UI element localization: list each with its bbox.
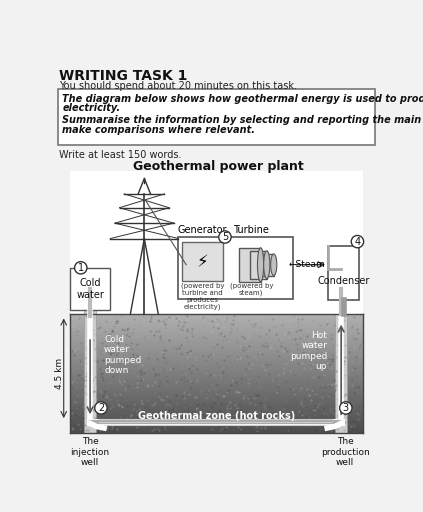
- Bar: [70, 421, 363, 423]
- Ellipse shape: [258, 248, 264, 282]
- Bar: [70, 268, 110, 310]
- Bar: [70, 402, 363, 404]
- Bar: [70, 331, 363, 333]
- Circle shape: [95, 402, 107, 414]
- Text: 4.5 km: 4.5 km: [55, 358, 63, 389]
- Bar: [70, 324, 363, 326]
- Bar: [328, 246, 359, 300]
- Bar: [70, 380, 363, 383]
- Bar: [70, 385, 363, 388]
- Text: You should spend about 20 minutes on this task.: You should spend about 20 minutes on thi…: [59, 81, 297, 92]
- Text: electricity.: electricity.: [62, 103, 120, 113]
- Bar: [70, 414, 363, 416]
- Bar: [70, 397, 363, 399]
- Bar: [70, 319, 363, 321]
- Bar: [70, 171, 363, 314]
- Bar: [70, 407, 363, 409]
- Bar: [182, 242, 222, 281]
- Text: Geothermal power plant: Geothermal power plant: [132, 160, 303, 173]
- Bar: [70, 411, 363, 414]
- Text: The
production
well: The production well: [321, 437, 369, 467]
- Text: Write at least 150 words.: Write at least 150 words.: [59, 150, 181, 160]
- Bar: [70, 314, 363, 316]
- Bar: [70, 369, 363, 371]
- Bar: [70, 338, 363, 340]
- Bar: [70, 321, 363, 324]
- Bar: [70, 328, 363, 331]
- Text: 2: 2: [98, 403, 104, 413]
- Bar: [70, 376, 363, 378]
- Text: The
injection
well: The injection well: [71, 437, 110, 467]
- Ellipse shape: [271, 254, 277, 275]
- Bar: [70, 409, 363, 411]
- Text: 1: 1: [78, 263, 84, 273]
- Bar: [70, 326, 363, 328]
- Bar: [335, 314, 347, 433]
- Bar: [70, 373, 363, 376]
- Bar: [70, 357, 363, 359]
- Text: Cold
water
pumped
down: Cold water pumped down: [104, 335, 141, 375]
- Circle shape: [219, 231, 231, 243]
- Bar: [70, 383, 363, 385]
- Bar: [70, 416, 363, 418]
- Text: ←Steam: ←Steam: [288, 260, 325, 269]
- Bar: [70, 390, 363, 392]
- Text: Geothermal zone (hot rocks): Geothermal zone (hot rocks): [138, 411, 295, 421]
- Bar: [70, 371, 363, 373]
- Bar: [70, 430, 363, 433]
- Text: 4: 4: [354, 237, 360, 247]
- Circle shape: [74, 262, 87, 274]
- Bar: [70, 395, 363, 397]
- Text: ⚡: ⚡: [197, 252, 208, 271]
- Circle shape: [351, 236, 364, 248]
- Bar: [70, 316, 363, 319]
- Bar: [261, 254, 274, 275]
- Bar: [70, 418, 363, 421]
- Bar: [70, 350, 363, 352]
- Bar: [58, 89, 375, 144]
- Bar: [70, 425, 363, 428]
- Bar: [70, 388, 363, 390]
- Bar: [70, 347, 363, 350]
- Bar: [70, 364, 363, 366]
- Bar: [70, 354, 363, 357]
- Bar: [70, 378, 363, 380]
- Text: The diagram below shows how geothermal energy is used to produce: The diagram below shows how geothermal e…: [62, 94, 423, 104]
- Bar: [70, 340, 363, 343]
- Text: Turbine: Turbine: [233, 225, 269, 236]
- Text: Generator: Generator: [178, 225, 227, 236]
- Bar: [70, 404, 363, 407]
- Bar: [70, 366, 363, 369]
- Text: (powered by
turbine and
produces
electricity): (powered by turbine and produces electri…: [181, 283, 224, 310]
- Text: Cold
water: Cold water: [76, 278, 104, 300]
- Text: 5: 5: [222, 232, 228, 242]
- Bar: [239, 248, 261, 282]
- Text: Hot
water
pumped
up: Hot water pumped up: [290, 331, 327, 371]
- Bar: [70, 392, 363, 395]
- Bar: [70, 423, 363, 425]
- Bar: [70, 399, 363, 402]
- Bar: [70, 333, 363, 335]
- Text: Condenser: Condenser: [317, 276, 370, 286]
- Bar: [84, 277, 96, 433]
- Bar: [70, 345, 363, 347]
- Bar: [70, 335, 363, 338]
- Bar: [250, 251, 267, 279]
- Text: make comparisons where relevant.: make comparisons where relevant.: [62, 124, 255, 135]
- Text: WRITING TASK 1: WRITING TASK 1: [59, 69, 187, 83]
- Text: (powered by
steam): (powered by steam): [230, 283, 273, 296]
- Bar: [179, 237, 293, 298]
- Bar: [70, 361, 363, 364]
- Ellipse shape: [264, 251, 270, 279]
- Circle shape: [340, 402, 352, 414]
- Text: 3: 3: [343, 403, 349, 413]
- Bar: [70, 359, 363, 361]
- Bar: [70, 352, 363, 354]
- Bar: [70, 428, 363, 430]
- Text: Summaraise the information by selecting and reporting the main features, and: Summaraise the information by selecting …: [62, 115, 423, 125]
- Bar: [70, 343, 363, 345]
